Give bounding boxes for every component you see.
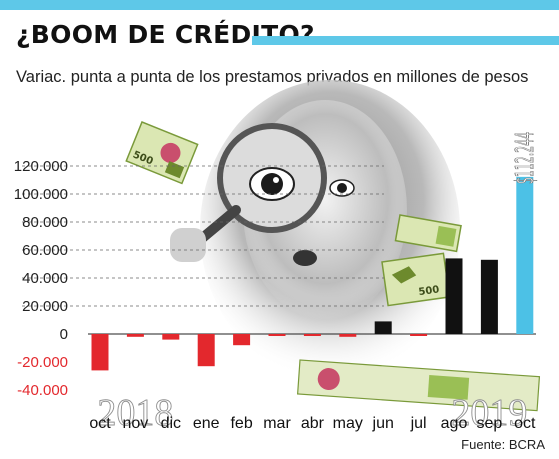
x-tick-label: feb bbox=[230, 415, 252, 432]
x-tick-label: dic bbox=[161, 415, 181, 432]
y-tick-label: 100.000 bbox=[14, 186, 68, 203]
title-rule bbox=[252, 36, 559, 45]
bar bbox=[162, 334, 180, 340]
bar bbox=[410, 334, 428, 336]
y-tick-label: 80.000 bbox=[22, 214, 68, 231]
x-tick-label: oct bbox=[514, 415, 536, 432]
x-axis-ticks: oct nov dic ene feb mar abr may jun jul ago sep oct bbox=[89, 415, 536, 432]
bar bbox=[445, 258, 463, 334]
year-labels: 2018 2019 bbox=[97, 392, 528, 435]
y-tick-label: 0 bbox=[60, 326, 68, 343]
bar bbox=[268, 334, 286, 336]
gridlines bbox=[22, 165, 384, 307]
x-tick-label: oct bbox=[89, 415, 111, 432]
y-tick-label: 20.000 bbox=[22, 298, 68, 315]
y-tick-label: 60.000 bbox=[22, 242, 68, 259]
bars bbox=[91, 176, 534, 371]
svg-text:500: 500 bbox=[418, 284, 440, 298]
bar bbox=[516, 176, 534, 334]
x-tick-label: jun bbox=[372, 415, 394, 432]
y-tick-label: -40.000 bbox=[17, 382, 68, 399]
chart-subtitle: Variac. punta a punta de los prestamos p… bbox=[16, 68, 529, 86]
banknote-icon: 500 500 bbox=[125, 121, 541, 412]
y-axis-ticks: 120.000 100.000 80.000 60.000 40.000 20.000 0 -… bbox=[14, 158, 68, 399]
bar bbox=[303, 334, 321, 336]
source-note: Fuente: BCRA bbox=[461, 437, 545, 452]
x-tick-label: jul bbox=[410, 415, 427, 432]
bar bbox=[197, 334, 215, 367]
y-tick-label: 120.000 bbox=[14, 158, 68, 175]
woman-with-magnifying-glass-photo bbox=[170, 80, 460, 380]
year-label: 2019 bbox=[451, 392, 527, 434]
annotations: $112.244 bbox=[509, 132, 539, 185]
bar bbox=[233, 334, 251, 346]
bar bbox=[339, 334, 357, 337]
year-label: 2018 bbox=[97, 392, 173, 434]
x-tick-label: abr bbox=[301, 415, 325, 432]
bar bbox=[91, 334, 109, 371]
x-tick-label: ago bbox=[441, 415, 468, 432]
x-tick-label: ene bbox=[193, 415, 220, 432]
x-tick-label: sep bbox=[477, 415, 503, 432]
x-tick-label: mar bbox=[263, 415, 291, 432]
bar bbox=[126, 334, 144, 337]
bar bbox=[480, 259, 498, 334]
top-accent-stripe bbox=[0, 0, 559, 10]
value-annotation: $112.244 bbox=[510, 132, 539, 184]
y-tick-label: -20.000 bbox=[17, 354, 68, 371]
y-tick-label: 40.000 bbox=[22, 270, 68, 287]
x-tick-label: may bbox=[333, 415, 363, 432]
x-tick-label: nov bbox=[123, 415, 149, 432]
bar bbox=[374, 321, 392, 334]
